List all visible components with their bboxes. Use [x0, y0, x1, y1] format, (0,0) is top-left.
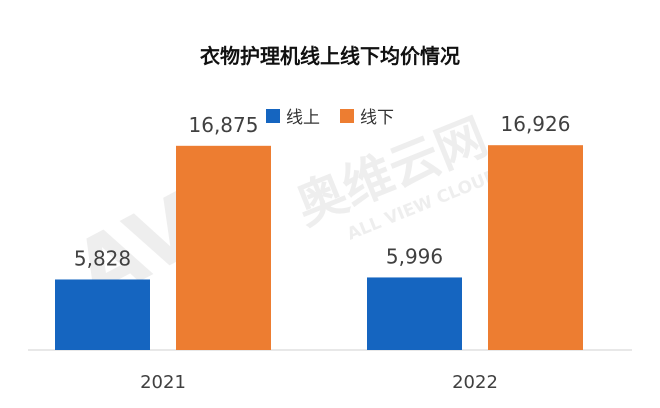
value-label-offline-2022: 16,926: [501, 112, 571, 136]
bar-online-2022: [367, 277, 462, 350]
category-labels: 2021 2022: [140, 372, 498, 393]
legend-label-online: 线上: [286, 108, 320, 128]
legend-swatch-online: [266, 109, 280, 123]
legend-label-offline: 线下: [360, 108, 394, 128]
value-label-offline-2021: 16,875: [189, 113, 259, 137]
chart-title: 衣物护理机线上线下均价情况: [200, 44, 460, 68]
category-label-2021: 2021: [140, 372, 186, 393]
value-label-online-2021: 5,828: [74, 246, 131, 270]
value-labels: 5,828 16,875 5,996 16,926: [74, 112, 571, 270]
legend-swatch-offline: [340, 109, 354, 123]
bar-offline-2022: [488, 145, 583, 350]
bar-online-2021: [55, 279, 150, 350]
bar-offline-2021: [176, 145, 271, 350]
legend: 线上 线下: [266, 108, 394, 128]
category-label-2022: 2022: [452, 372, 498, 393]
value-label-online-2022: 5,996: [386, 244, 443, 268]
bars: [55, 145, 583, 350]
